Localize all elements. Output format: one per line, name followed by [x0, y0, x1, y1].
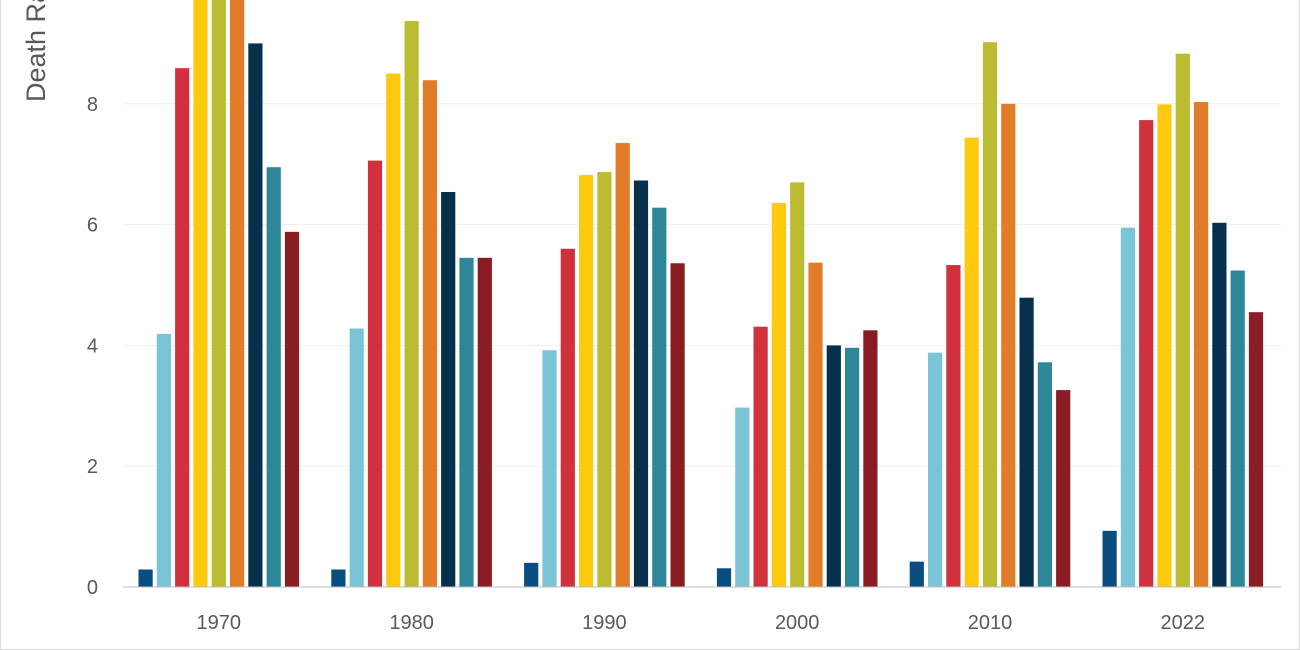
bar — [826, 345, 841, 587]
bar — [1037, 362, 1052, 587]
bar — [716, 568, 732, 587]
gridlines — [123, 103, 1281, 467]
bar — [560, 248, 575, 587]
bar — [422, 80, 437, 587]
bar — [1120, 227, 1135, 587]
bar — [964, 137, 979, 587]
x-tick-label: 2000 — [775, 612, 820, 634]
bar — [524, 562, 539, 587]
bar — [615, 143, 630, 587]
y-tick-label: 0 — [87, 577, 98, 599]
bar — [735, 407, 750, 587]
x-tick-labels: 1970 1980 1990 2000 2010 2022 — [197, 612, 1206, 634]
bar — [790, 182, 805, 587]
bar — [459, 257, 474, 587]
x-tick-label: 1980 — [389, 612, 434, 634]
bar — [441, 191, 456, 587]
bar — [1175, 53, 1190, 588]
bar — [477, 257, 492, 587]
bars — [138, 0, 1264, 588]
bar — [845, 347, 860, 587]
bar — [331, 569, 346, 587]
bar — [1102, 530, 1117, 587]
bar — [946, 265, 961, 587]
bar — [266, 167, 281, 587]
y-tick-label: 2 — [87, 456, 98, 478]
bar — [193, 0, 208, 587]
bar — [1139, 120, 1154, 587]
bar — [1248, 312, 1264, 587]
y-tick-label: 6 — [87, 215, 98, 237]
bar — [156, 333, 171, 587]
bar — [1194, 101, 1209, 587]
y-tick-label: 8 — [87, 94, 98, 116]
y-tick-labels: 0 2 4 6 8 — [87, 94, 98, 599]
bar — [230, 0, 245, 587]
bar — [211, 0, 226, 587]
bar — [367, 160, 383, 588]
bar — [349, 328, 364, 587]
bar — [1056, 390, 1071, 587]
bar — [1019, 297, 1034, 587]
bar — [771, 202, 786, 587]
x-tick-label: 2010 — [968, 612, 1013, 634]
bar — [982, 42, 998, 587]
y-tick-label: 4 — [87, 335, 98, 357]
bar — [138, 569, 153, 587]
x-tick-label: 1990 — [582, 612, 627, 634]
bar — [633, 180, 649, 587]
bar — [404, 21, 419, 587]
bar — [248, 43, 263, 587]
bar — [542, 350, 557, 587]
bar — [1230, 270, 1245, 587]
bar — [1157, 104, 1172, 588]
bar — [670, 263, 685, 587]
bar — [863, 330, 878, 587]
x-tick-label: 1970 — [197, 612, 242, 634]
bar — [753, 326, 768, 587]
bar — [909, 561, 924, 587]
bar — [284, 231, 300, 587]
bar — [1001, 103, 1016, 588]
bar — [928, 352, 943, 587]
bar — [175, 68, 190, 587]
bar — [597, 172, 612, 587]
bar — [579, 175, 594, 587]
y-axis-title: Death Rate — [21, 0, 51, 102]
x-tick-label: 2022 — [1161, 612, 1206, 634]
bar — [652, 207, 667, 588]
bar — [1212, 222, 1227, 587]
bar — [386, 73, 401, 588]
bar — [808, 262, 823, 587]
